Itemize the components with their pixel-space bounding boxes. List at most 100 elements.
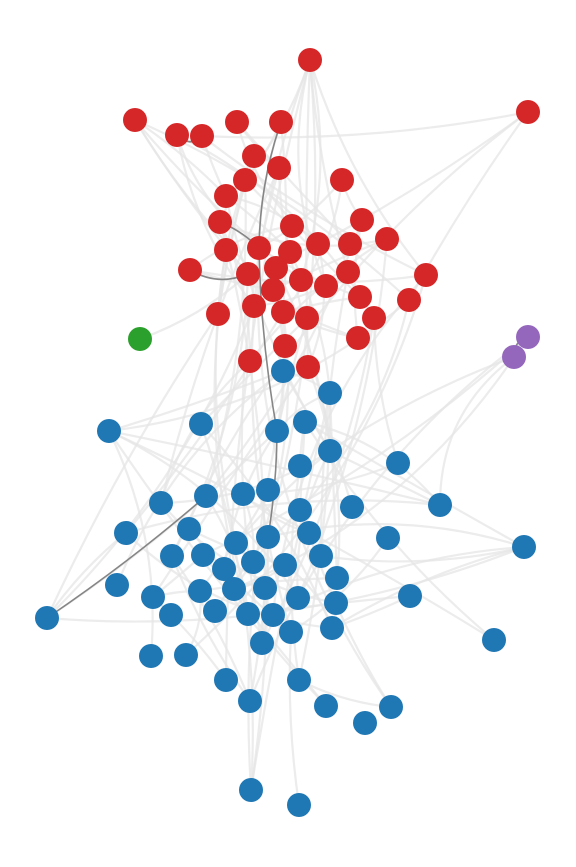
node-blue [309,544,333,568]
node-red [414,263,438,287]
node-red [397,288,421,312]
edge [303,420,442,507]
node-red [346,326,370,350]
node-red [314,274,338,298]
node-blue [238,689,262,713]
node-blue [482,628,506,652]
edge [319,270,350,558]
node-red [295,306,319,330]
edge [124,531,334,630]
node-blue [376,526,400,550]
node-red [214,238,238,262]
node-blue [379,695,403,719]
node-red [178,258,202,282]
node-blue [212,557,236,581]
node-red [350,208,374,232]
edge [372,316,400,465]
node-blue [273,553,297,577]
edge [133,118,228,198]
edge [188,224,294,272]
edge [45,312,220,620]
edge [299,58,322,282]
node-red [233,168,257,192]
edge [250,58,312,634]
node-red [247,236,271,260]
edge [235,120,352,246]
edge [170,554,252,703]
node-red [208,210,232,234]
edge [328,391,339,580]
node-blue [428,493,452,517]
edge [107,429,154,658]
node-blue [141,585,165,609]
node-blue [318,381,342,405]
nodes-layer [35,48,540,817]
edge [107,429,442,507]
node-purple [516,325,540,349]
node-blue [241,550,265,574]
strong-edge [46,495,207,619]
edge [201,335,530,557]
node-red [278,240,302,264]
node-blue [203,599,227,623]
node-blue [287,668,311,692]
edge [330,545,526,630]
node-blue [231,482,255,506]
node-blue [288,454,312,478]
edge [298,298,411,512]
node-red [362,306,386,330]
node-blue [139,644,163,668]
node-blue [353,711,377,735]
node-red [214,184,238,208]
node-blue [297,521,321,545]
edge [306,365,341,580]
edge [438,355,516,507]
node-red [338,232,362,256]
node-blue [324,591,348,615]
node-blue [105,573,129,597]
node-red [242,144,266,168]
node-blue [293,410,317,434]
node-blue [286,586,310,610]
node-blue [236,602,260,626]
node-red [165,123,189,147]
node-red [280,214,304,238]
edge [218,220,389,247]
node-blue [250,631,274,655]
edge [308,58,428,277]
node-blue [325,566,349,590]
node-blue [35,606,59,630]
edge [249,535,270,792]
node-blue [314,694,338,718]
node-red [236,262,260,286]
node-red [238,349,262,373]
node-blue [97,419,121,443]
edge [266,58,317,539]
node-blue [386,451,410,475]
edge [204,218,364,498]
edge [175,133,256,308]
node-blue [159,603,183,627]
node-green [128,327,152,351]
node-blue [174,643,198,667]
node-blue [114,521,138,545]
node-blue [239,778,263,802]
node-blue [222,577,246,601]
edge [271,237,389,292]
edge [248,335,530,703]
node-red [336,260,360,284]
node-blue [265,419,289,443]
edge [249,391,332,792]
node-red [516,100,540,124]
node-red [330,168,354,192]
node-blue [318,439,342,463]
node-blue [189,412,213,436]
node-blue [256,525,280,549]
edge [200,110,530,139]
node-red [242,294,266,318]
edge [328,355,516,453]
node-red [348,285,372,309]
node-red [123,108,147,132]
strong-edge [258,121,282,249]
